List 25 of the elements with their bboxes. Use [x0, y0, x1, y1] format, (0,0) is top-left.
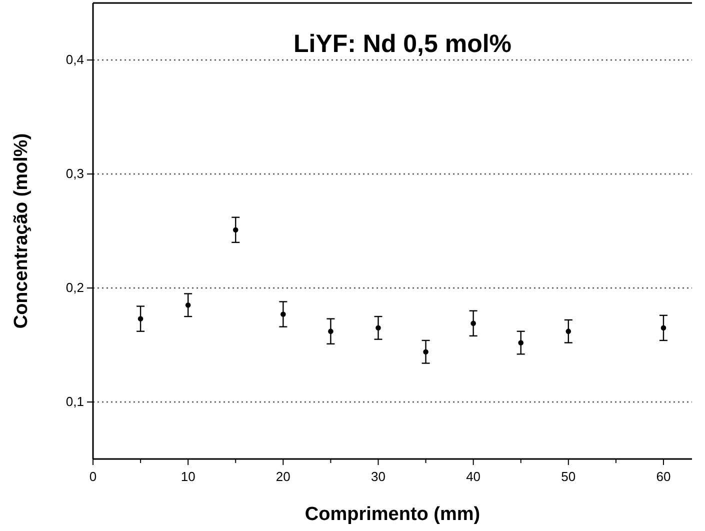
point	[376, 325, 381, 331]
y-tick-label: 0,1	[66, 394, 84, 409]
x-tick-label: 60	[656, 469, 671, 484]
point	[423, 349, 428, 354]
x-tick-label: 40	[466, 469, 481, 484]
point	[138, 316, 144, 322]
x-tick-label: 30	[371, 469, 386, 484]
x-tick-label: 0	[89, 469, 97, 484]
y-tick-label: 0,2	[66, 280, 84, 295]
x-tick-label: 50	[561, 469, 576, 484]
point	[660, 325, 666, 331]
y-axis-title: Concentração (mol%)	[11, 133, 32, 329]
point	[518, 340, 524, 346]
x-tick-label: 10	[180, 469, 196, 484]
point	[232, 227, 238, 232]
y-tick-label: 0,4	[66, 52, 84, 67]
point	[566, 328, 572, 334]
x-axis-title: Comprimento (mm)	[304, 504, 480, 525]
point	[280, 312, 286, 317]
y-tick-label: 0,3	[66, 166, 84, 181]
point	[185, 302, 191, 308]
point	[328, 328, 334, 334]
x-tick-label: 20	[276, 469, 290, 484]
text: LiYF: Nd 0,5 mol%	[293, 30, 512, 58]
point	[470, 320, 476, 326]
